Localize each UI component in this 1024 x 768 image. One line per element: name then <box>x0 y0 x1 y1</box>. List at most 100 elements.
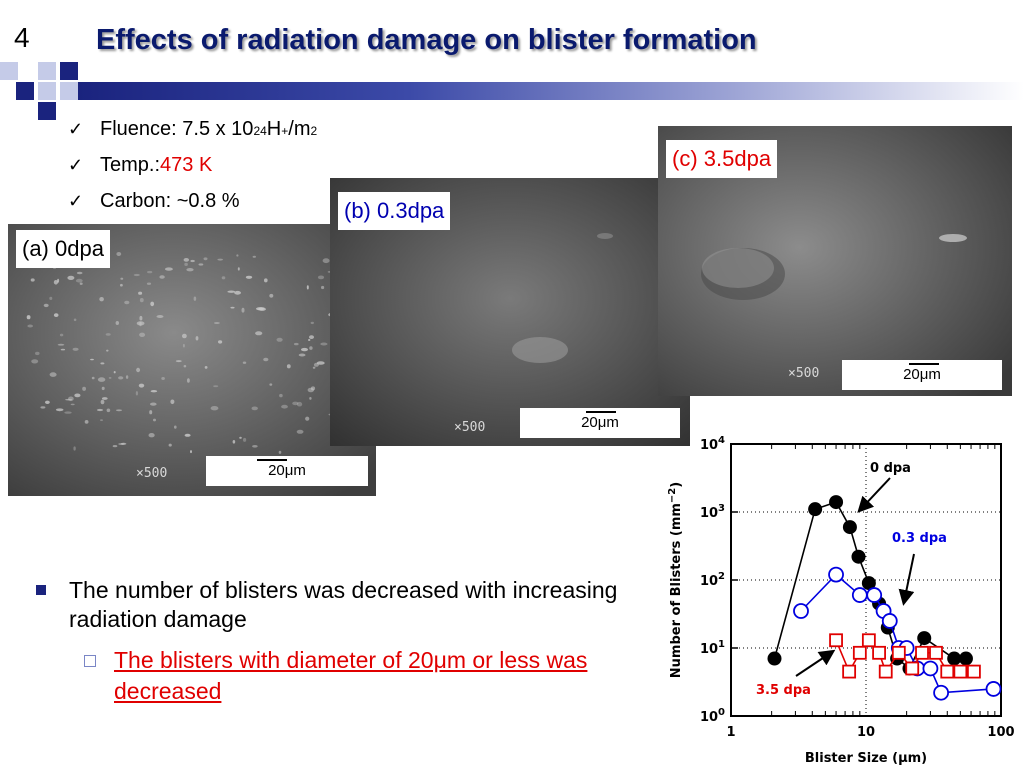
blister-speck <box>57 278 60 283</box>
data-point <box>808 502 823 517</box>
blister-speck <box>67 275 75 280</box>
y-tick-label: 104 <box>700 435 725 453</box>
data-point <box>767 651 782 666</box>
blister-speck <box>214 322 220 324</box>
blister-speck <box>115 321 120 325</box>
blister-speck <box>138 291 143 295</box>
data-point <box>953 664 968 679</box>
label-c: (c) 3.5dpa <box>666 140 778 178</box>
data-point <box>861 633 876 648</box>
blister-speck <box>139 332 146 337</box>
blister-speck <box>53 280 59 285</box>
blister-speck <box>124 300 130 305</box>
blister-speck <box>49 372 57 377</box>
blister-speck <box>112 445 118 448</box>
blister-speck <box>320 342 328 346</box>
blister-chart: 1 10 100 100 101 102 103 104 Number of Blisters… <box>667 435 1015 766</box>
data-point <box>793 603 809 619</box>
data-point <box>947 651 962 666</box>
blister-speck <box>60 348 66 351</box>
data-point <box>917 631 932 646</box>
blister-speck <box>232 440 236 444</box>
blister-speck <box>309 346 313 350</box>
x-tick-label: 10 <box>857 725 875 740</box>
blister-speck <box>182 343 185 348</box>
blister-speck <box>84 420 89 424</box>
data-point <box>851 549 866 564</box>
blister-speck <box>159 275 165 279</box>
data-point <box>829 495 844 510</box>
blister-speck <box>35 351 40 356</box>
blister-speck <box>139 315 143 321</box>
blister-speck <box>49 296 53 300</box>
annotation-0dpa: 0 dpa <box>870 461 911 476</box>
blister-speck <box>139 298 144 303</box>
blister-speck <box>165 267 173 271</box>
blister-speck <box>76 271 83 275</box>
blister-speck <box>264 278 268 283</box>
blister-speck <box>313 362 319 367</box>
blister-speck <box>239 436 242 439</box>
blister-speck <box>136 367 141 373</box>
blister-speck <box>116 409 122 412</box>
blister-speck <box>204 366 208 369</box>
blister-speck <box>150 301 155 307</box>
blister-speck <box>105 333 111 336</box>
data-point <box>940 664 955 679</box>
x-axis-label: Blister Size (μm) <box>805 751 927 766</box>
blister-speck <box>156 315 164 318</box>
blister-speck <box>256 307 264 311</box>
blister-speck <box>59 333 64 337</box>
annotation-0dpa-arrow <box>857 477 891 513</box>
micrograph-a: ×500 <box>8 224 376 496</box>
blister-speck <box>73 318 77 322</box>
blister-speck <box>147 270 153 274</box>
blister-speck <box>120 277 124 280</box>
blister-speck <box>281 404 288 409</box>
blister-speck <box>168 443 172 447</box>
blister-speck <box>198 263 204 266</box>
blister-speck <box>74 393 81 398</box>
blister-speck <box>218 340 223 344</box>
blister-speck <box>195 336 199 341</box>
blister-speck <box>136 321 145 326</box>
blister-speck <box>292 401 299 406</box>
blister-speck <box>217 258 223 261</box>
blister-speck <box>72 347 79 351</box>
data-point <box>958 651 973 666</box>
blister-speck <box>308 339 311 341</box>
blister-speck <box>276 337 283 342</box>
blister-speck <box>106 349 109 352</box>
blister-speck <box>75 278 83 283</box>
blister-speck <box>255 331 263 336</box>
blister-speck <box>68 396 74 402</box>
blister-speck <box>317 275 325 280</box>
blister-speck <box>251 406 258 411</box>
blister-speck <box>125 375 129 379</box>
magnification-text: ×500 <box>454 420 486 435</box>
slide-title: Effects of radiation damage on blister f… <box>96 24 757 56</box>
blister-speck <box>100 362 105 365</box>
data-point <box>929 645 943 660</box>
blister-speck <box>57 343 65 346</box>
annotation-35dpa: 3.5 dpa <box>756 683 811 698</box>
bullet-hollow-square-icon <box>84 655 96 667</box>
blister-speck <box>294 342 299 346</box>
scale-bar-b: 20μm <box>520 408 680 438</box>
blister-speck <box>138 383 145 388</box>
x-tick-label: 100 <box>987 725 1014 740</box>
blister-speck <box>310 321 314 325</box>
data-point <box>967 664 981 679</box>
carbon-item: ✓ Carbon: ~0.8 % <box>68 190 240 212</box>
blister-speck <box>252 255 256 258</box>
blister-speck <box>70 403 75 406</box>
blister-speck <box>99 297 104 302</box>
magnification-text: ×500 <box>788 366 820 381</box>
blister-speck <box>161 377 165 380</box>
blister-speck <box>296 429 304 434</box>
blister-speck <box>53 313 59 317</box>
data-point <box>891 645 906 660</box>
blister-speck <box>43 303 49 308</box>
data-point <box>881 613 898 629</box>
blister-speck <box>26 315 31 320</box>
